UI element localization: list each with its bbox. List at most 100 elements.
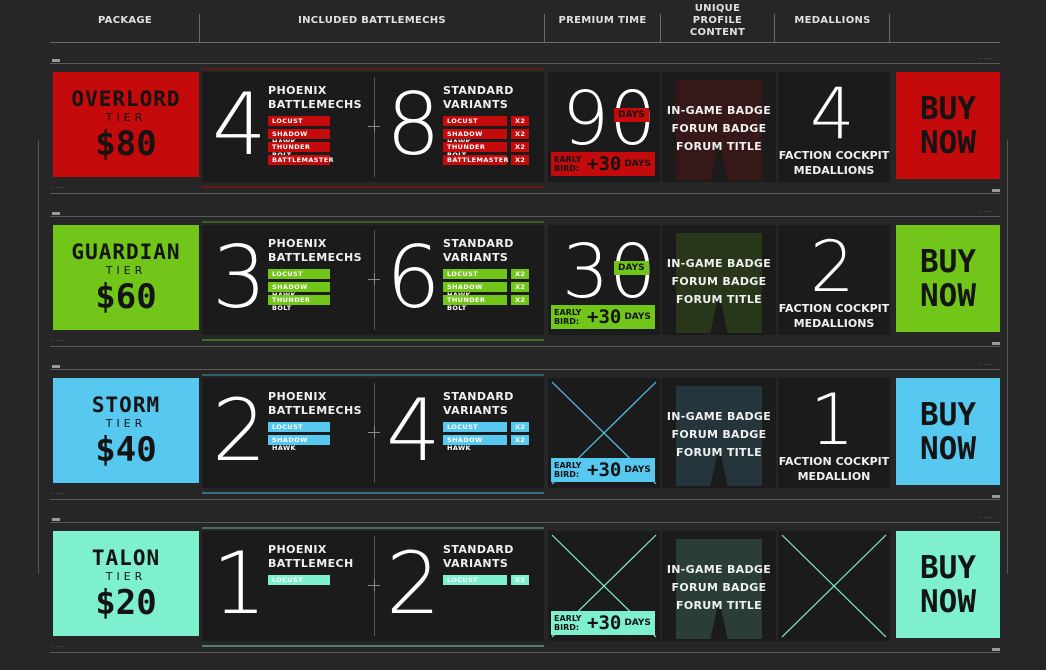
premium-time-panel: EARLY BIRD: +30 DAYS [548,378,660,488]
premium-time-panel: EARLY BIRD: +30 DAYS [548,531,660,641]
forum-title: FORUM TITLE [676,446,762,459]
tier-name: STORM [91,392,161,417]
phoenix-label-2: BATTLEMECHS [268,98,362,111]
unique-items: IN-GAME BADGE FORUM BADGE FORUM TITLE [662,104,776,154]
mech-tag: LOCUST [268,575,330,585]
tier-row-guardian: ···· ···· GUARDIAN TIER $60 3 PHOENIX BATTLEMEC… [50,208,1000,347]
forum-badge: FORUM BADGE [671,122,767,135]
early-bird-bonus: +30 [587,306,622,328]
x2-tag: X2 [511,575,530,585]
header-rule [50,42,1000,43]
variant-row: THUNDER BOLT X2 [443,142,530,159]
battlemechs-panel: 2 PHOENIX BATTLEMECHS LOCUST SHADOW HAWK 4 STA… [202,378,544,488]
early-bird-bonus: +30 [587,459,622,481]
variant-mech-list: LOCUST X2 [443,575,530,585]
mech-tag: BATTLEMASTER [443,155,509,165]
medallions-panel [778,531,890,641]
header-medallions: MEDALLIONS [794,15,871,26]
phoenix-mech-list: LOCUST SHADOW HAWKTHUNDER BOLTBATTLEMASTE… [268,116,334,165]
mech-tag: LOCUST [443,575,507,585]
mech-tag: LOCUST [268,269,330,279]
now-label: NOW [920,277,976,314]
row-tick [992,189,1000,192]
forum-badge: FORUM BADGE [671,428,767,441]
x2-tag: X2 [511,129,530,139]
row-rule [50,346,1000,347]
variants-label: STANDARD [443,237,514,250]
header-divider [660,14,661,42]
premium-time-panel: 90 DAYS EARLY BIRD: +30 DAYS [548,72,660,182]
phoenix-mech-list: LOCUST SHADOW HAWKTHUNDER BOLT [268,269,330,312]
tier-label: TIER [105,569,147,583]
buy-label: BUY [920,90,976,127]
row-rule [50,499,1000,500]
now-label: NOW [920,124,976,161]
phoenix-count: 3 [212,228,267,328]
phoenix-mech-list: LOCUST SHADOW HAWK [268,422,330,452]
variant-count: 2 [386,534,441,634]
mech-tag: THUNDER BOLT [443,295,507,312]
table-header: PACKAGE INCLUDED BATTLEMECHS PREMIUM TIM… [0,0,1046,42]
row-rule [50,216,1000,217]
buy-now-button[interactable]: BUY NOW [896,378,1000,485]
premium-time-panel: 30 DAYS EARLY BIRD: +30 DAYS [548,225,660,335]
not-included-x-icon [781,534,887,638]
forum-badge: FORUM BADGE [671,581,767,594]
row-accent-strip [202,645,544,647]
buy-now-button[interactable]: BUY NOW [896,531,1000,638]
variant-count: 4 [386,381,441,481]
variant-mech-list: LOCUST X2 SHADOW HAWK X2 [443,422,530,452]
unique-content-panel: IN-GAME BADGE FORUM BADGE FORUM TITLE [662,531,776,641]
medallions-panel: 1 FACTION COCKPIT MEDALLION [778,378,890,488]
tier-price: $20 [95,582,157,623]
medallion-label: FACTION COCKPIT [778,302,890,315]
phoenix-label: PHOENIX [268,237,327,250]
variant-mech-list: LOCUST X2 SHADOW HAWK X2 THUNDER BOLT X2 [443,269,530,312]
plus-icon-v [374,273,375,285]
early-bird-bonus: +30 [587,153,622,175]
variant-row: SHADOW HAWK X2 [443,129,530,146]
now-label: NOW [920,430,976,467]
tier-price: $80 [95,123,157,164]
header-mechs: INCLUDED BATTLEMECHS [298,15,446,26]
mech-tag: BATTLEMASTER [268,155,334,165]
unique-content-panel: IN-GAME BADGE FORUM BADGE FORUM TITLE [662,378,776,488]
x2-tag: X2 [511,422,530,432]
row-dots: ···· [980,514,993,522]
early-bird-badge: EARLY BIRD: +30 DAYS [551,305,655,329]
tier-price: $60 [95,276,157,317]
buy-now-button[interactable]: BUY NOW [896,72,1000,179]
days-badge: DAYS [614,261,649,275]
tier-price: $40 [95,429,157,470]
row-dots: ···· [980,208,993,216]
early-bird-days: DAYS [624,465,651,475]
phoenix-label-2: BATTLEMECHS [268,404,362,417]
phoenix-count: 4 [212,75,267,175]
early-bird-badge: EARLY BIRD: +30 DAYS [551,611,655,635]
unique-content-panel: IN-GAME BADGE FORUM BADGE FORUM TITLE [662,72,776,182]
plus-icon-v [374,120,375,132]
early-bird-days: DAYS [624,312,651,322]
tier-name: OVERLORD [71,86,181,111]
variant-count: 6 [386,228,441,328]
variants-label: STANDARD [443,543,514,556]
mech-tag: LOCUST [443,422,507,432]
unique-content-panel: IN-GAME BADGE FORUM BADGE FORUM TITLE [662,225,776,335]
mech-tag: LOCUST [268,116,330,126]
buy-now-button[interactable]: BUY NOW [896,225,1000,332]
variant-row: SHADOW HAWK X2 [443,282,530,299]
mech-tag: LOCUST [443,116,507,126]
x2-tag: X2 [511,435,530,445]
early-bird-badge: EARLY BIRD: +30 DAYS [551,458,655,482]
battlemechs-panel: 1 PHOENIX BATTLEMECH LOCUST 2 STANDARD VARIANT… [202,531,544,641]
row-tick [52,59,60,62]
header-unique: UNIQUE PROFILE CONTENT [689,3,746,38]
buy-label: BUY [920,396,976,433]
medallion-count: 4 [810,73,855,155]
frame-line-left [38,140,39,574]
package-cell: TALON TIER $20 [53,531,199,636]
variants-label-2: VARIANTS [443,251,509,264]
